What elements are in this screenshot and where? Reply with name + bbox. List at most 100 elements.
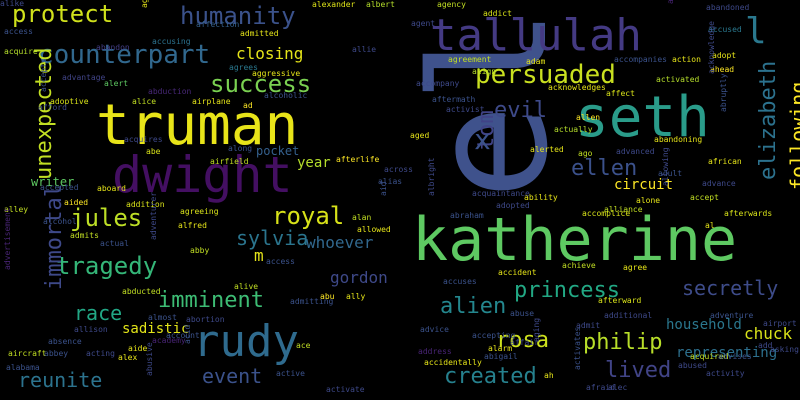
word-affect: affect [606,89,635,98]
word-rosa: rosa [496,328,549,353]
word-accomplice: accomplice [582,209,631,218]
word-actually: actually [554,125,593,134]
word-accept: accept [690,193,719,202]
word-adventurer: adventurer [149,191,158,240]
word-whoever: whoever [306,233,374,252]
word-acknowledges: acknowledges [548,83,606,92]
word-adam: adam [526,57,546,66]
word-abby: abby [190,246,210,255]
word-following: following [786,81,800,190]
word-accused: accused [708,25,742,34]
word-activity: activity [706,369,745,378]
word-x: x [474,123,491,156]
word-allowed: allowed [357,225,391,234]
word-active: active [276,369,305,378]
word-alerted: alerted [530,145,564,154]
word-race: race [74,301,123,325]
word-truman: truman [96,93,299,158]
word-aging: aging [532,317,541,342]
word-representing: representing [676,345,778,361]
word-adoptive: adoptive [50,97,89,106]
word-l: l [745,11,767,52]
word-activates: activates [573,326,582,370]
word-alien: alien [440,294,507,319]
word-reunite: reunite [18,368,103,392]
word-abusive: abusive [145,342,154,376]
word-agreement: agreement [448,55,492,64]
word-admit: admit [576,321,601,330]
word-alive: alive [234,282,259,291]
word-airplane: airplane [192,97,231,106]
word-abandoning: abandoning [654,135,703,144]
word-adopt: adopt [712,51,737,60]
word-sadistic: sadistic [122,321,190,337]
word-airport: airport [763,319,797,328]
word-ellen: ellen [571,156,638,181]
word-ace: ace [296,341,311,350]
word-accompanies: accompanies [614,55,667,64]
word-aircraft: aircraft [8,349,47,358]
word-adult: adult [658,169,683,178]
word-jules: jules [70,204,143,232]
word-household: household [666,317,742,333]
word-age: age [140,0,149,8]
word-agent: agent [411,19,436,28]
word-afterward: afterward [598,296,642,305]
word-abandoned: abandoned [706,3,750,12]
word-afterwards: afterwards [724,209,773,218]
word-royal: royal [272,202,345,230]
word-adventure: adventure [710,311,754,320]
word-princess: princess [514,278,620,303]
word-aggressive: aggressive [252,69,301,78]
word-ah: ah [544,371,554,380]
word-ago: ago [578,149,593,158]
word-agree: agree [623,263,648,272]
word-afford: afford [38,103,67,112]
word-almost: almost [148,313,177,322]
word-absence: absence [48,337,82,346]
word-advertisement: advertisement [3,207,12,270]
word-affair: affair [510,338,539,347]
word-accepts: accepts [39,58,48,92]
word-ad: ad [243,101,253,110]
word-abortion: abortion [186,315,225,324]
word-agrees: agrees [229,63,258,72]
word-sylvia: sylvia [236,226,309,250]
word-aboard: aboard [97,184,126,193]
word-advice: advice [420,325,449,334]
word-abuse: abuse [510,309,535,318]
word-alike: alike [0,0,25,8]
word-abducted: abducted [122,287,161,296]
word-albert: albert [366,0,395,9]
word-persuaded: persuaded [475,60,616,90]
word-abruptly: abruptly [719,73,728,112]
word-aided: aided [64,198,89,207]
word-abu: abu [320,292,335,301]
word-alex: alex [118,353,138,362]
word-airfield: airfield [210,157,249,166]
word-accepting: accepting [472,331,516,340]
word-accident: accident [498,268,537,277]
word-alfred: alfred [178,221,207,230]
word-acquired: acquired [690,352,729,361]
word-accidentally: accidentally [424,358,482,367]
word-acquires: acquires [124,135,163,144]
word-closing: closing [236,44,304,63]
word-achieve: achieve [562,261,596,270]
word-aged: aged [410,131,430,140]
word-event: event [202,364,263,388]
word-along: along [228,144,253,153]
word-alert: alert [104,79,129,88]
word-abused: abused [678,361,707,370]
word-activate: activate [326,385,365,394]
word-accompany: accompany [416,79,460,88]
word-secretly: secretly [682,276,779,300]
word-alone: alone [636,196,661,205]
word-allowing: allowing [661,147,670,186]
word-afraid: afraid [586,383,615,392]
word-chuck: chuck [744,324,793,343]
word-advance: advance [702,179,736,188]
word-admits: admits [70,231,99,240]
word-seth: seth [575,85,710,150]
